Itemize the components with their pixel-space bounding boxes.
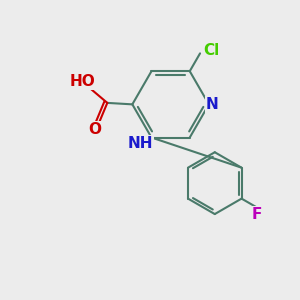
Text: NH: NH	[128, 136, 153, 152]
Text: HO: HO	[70, 74, 96, 89]
Text: Cl: Cl	[203, 43, 219, 58]
Text: O: O	[88, 122, 101, 137]
Text: F: F	[251, 207, 262, 222]
Text: N: N	[206, 97, 219, 112]
